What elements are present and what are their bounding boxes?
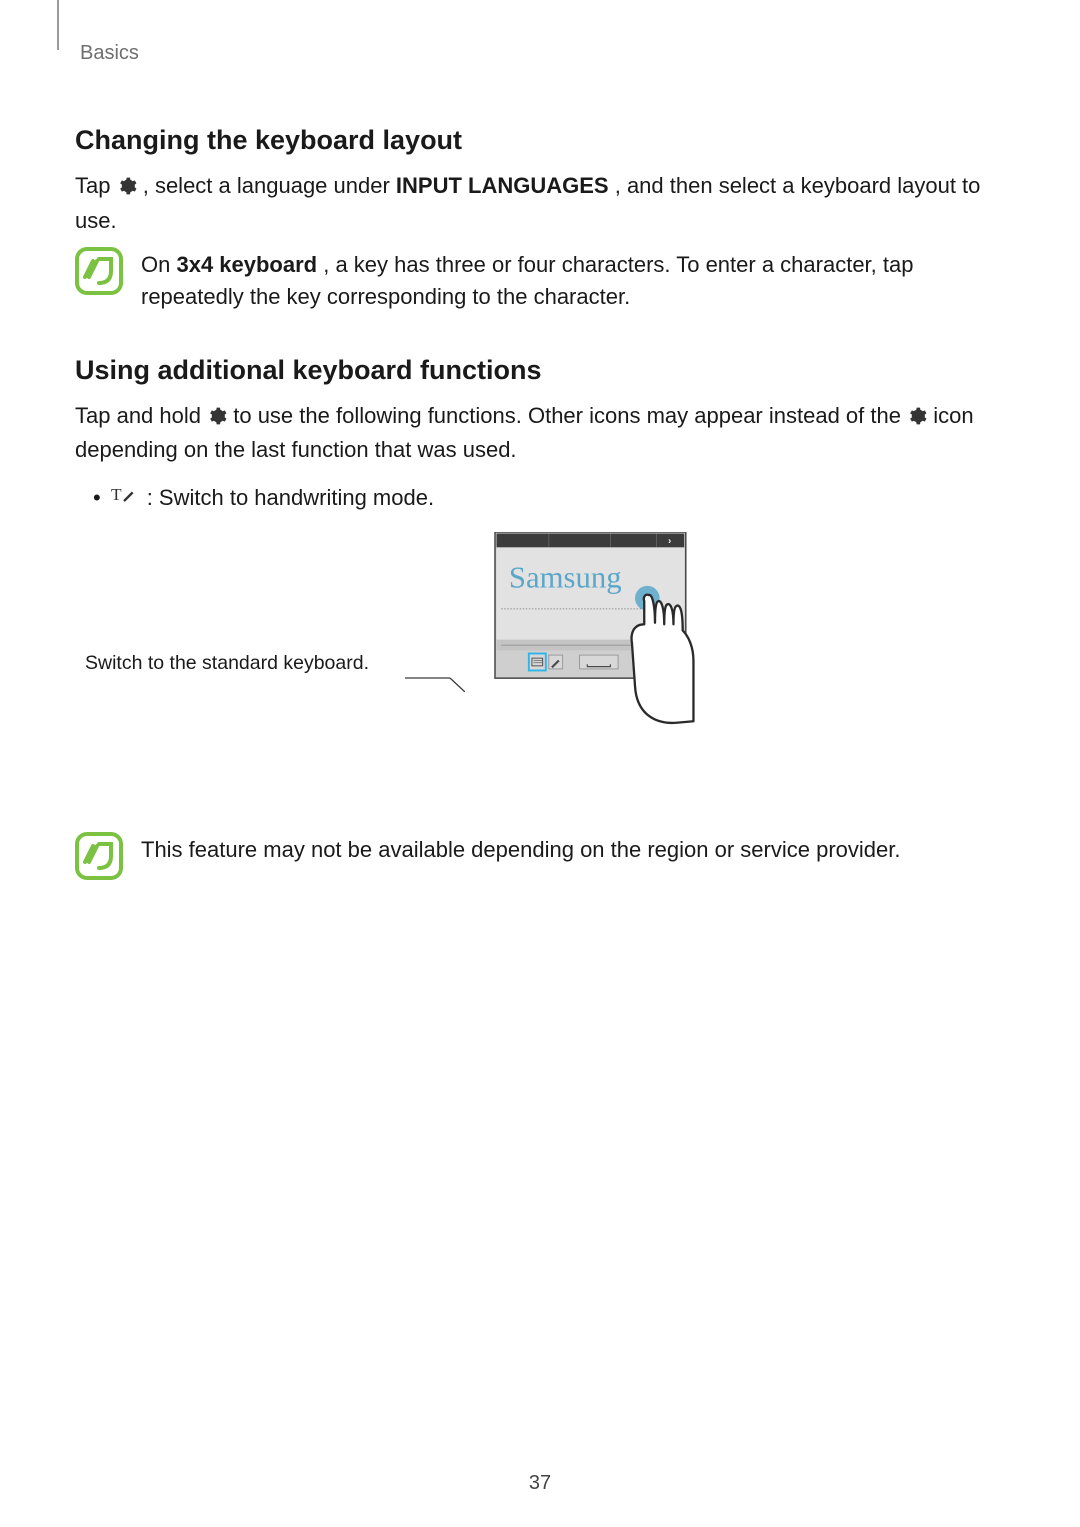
- text-fragment: , select a language under: [143, 173, 396, 198]
- text-input-languages: INPUT LANGUAGES: [396, 173, 609, 198]
- heading-additional-functions: Using additional keyboard functions: [75, 355, 1005, 386]
- heading-changing-layout: Changing the keyboard layout: [75, 125, 1005, 156]
- bullet-dot: •: [93, 485, 101, 511]
- handwriting-text: Samsung: [509, 561, 622, 595]
- figure-handwriting: Switch to the standard keyboard. › Samsu…: [75, 532, 1005, 812]
- text-fragment: to use the following functions. Other ic…: [233, 403, 907, 428]
- svg-text:T: T: [111, 486, 122, 505]
- breadcrumb: Basics: [80, 42, 1005, 65]
- text-fragment: Tap: [75, 173, 117, 198]
- gear-icon: [907, 403, 927, 435]
- keyboard-illustration: › Samsung: [465, 532, 725, 732]
- gear-icon: [117, 173, 137, 205]
- bullet-handwriting: • T : Switch to handwriting mode.: [93, 484, 1005, 512]
- document-page: Basics Changing the keyboard layout Tap …: [0, 0, 1080, 1527]
- note-text: On 3x4 keyboard , a key has three or fou…: [141, 247, 1005, 313]
- text-fragment: Tap and hold: [75, 403, 207, 428]
- t-pen-icon: T: [111, 484, 137, 512]
- gear-icon: [207, 403, 227, 435]
- callout-label: Switch to the standard keyboard.: [85, 652, 369, 675]
- bullet-text: : Switch to handwriting mode.: [147, 485, 434, 511]
- svg-text:›: ›: [668, 536, 671, 546]
- note-icon: [75, 247, 123, 295]
- text-fragment: On: [141, 252, 176, 277]
- note-text: This feature may not be available depend…: [141, 832, 900, 866]
- header-rule: [57, 0, 59, 50]
- note-3x4-keyboard: On 3x4 keyboard , a key has three or fou…: [75, 247, 1005, 313]
- note-region-availability: This feature may not be available depend…: [75, 832, 1005, 880]
- page-number: 37: [0, 1472, 1080, 1495]
- text-3x4-keyboard: 3x4 keyboard: [176, 252, 317, 277]
- callout-line: [405, 664, 465, 692]
- para-change-layout: Tap , select a language under INPUT LANG…: [75, 170, 1005, 237]
- note-icon: [75, 832, 123, 880]
- para-additional-functions: Tap and hold to use the following functi…: [75, 400, 1005, 467]
